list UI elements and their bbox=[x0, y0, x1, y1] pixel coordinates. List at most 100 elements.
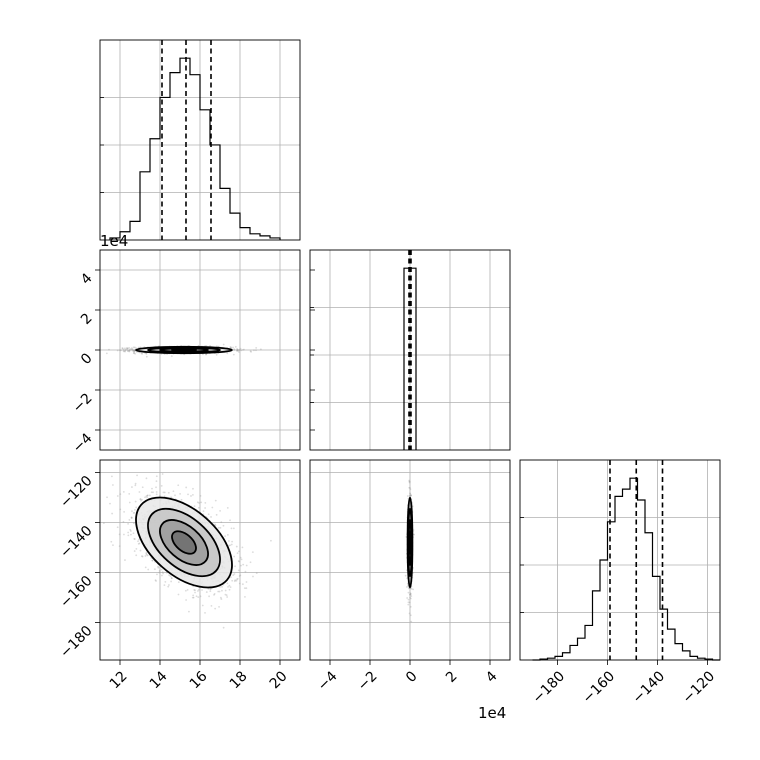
sample-point bbox=[154, 579, 157, 582]
sample-point bbox=[228, 588, 231, 591]
sample-point bbox=[229, 586, 232, 588]
sample-point bbox=[128, 349, 131, 352]
panel-frame bbox=[519, 459, 721, 661]
sample-point bbox=[234, 565, 236, 568]
sample-point bbox=[192, 487, 194, 490]
sample-point bbox=[138, 542, 141, 545]
sample-point bbox=[214, 499, 217, 502]
sample-point bbox=[167, 491, 170, 494]
sample-point bbox=[122, 490, 125, 493]
sample-point bbox=[255, 572, 258, 575]
sample-point bbox=[170, 577, 173, 580]
sample-point bbox=[135, 347, 137, 350]
sample-point bbox=[180, 498, 183, 501]
sample-point bbox=[167, 585, 170, 588]
sample-point bbox=[106, 496, 108, 499]
sample-point bbox=[129, 528, 132, 531]
sample-point bbox=[123, 533, 125, 536]
sample-point bbox=[236, 348, 239, 351]
sample-point bbox=[116, 526, 119, 529]
sample-point bbox=[408, 612, 411, 615]
sample-point bbox=[197, 506, 200, 509]
sample-point bbox=[172, 490, 175, 493]
sample-point bbox=[133, 550, 136, 552]
sample-point bbox=[157, 565, 159, 568]
histogram-panel bbox=[309, 249, 511, 451]
sample-point bbox=[409, 614, 412, 617]
x-tick-label: 18 bbox=[227, 668, 251, 692]
sample-point bbox=[145, 552, 148, 555]
sample-point bbox=[410, 494, 412, 497]
sample-point bbox=[237, 569, 240, 572]
sample-point bbox=[127, 534, 130, 537]
sample-point bbox=[133, 349, 135, 352]
sample-point bbox=[197, 596, 200, 598]
sample-point bbox=[137, 540, 139, 543]
sample-point bbox=[163, 584, 166, 587]
sample-point bbox=[238, 575, 241, 577]
sample-point bbox=[221, 585, 223, 588]
sample-point bbox=[255, 346, 258, 349]
sample-point bbox=[234, 579, 237, 582]
sample-point bbox=[406, 597, 409, 599]
sample-point bbox=[255, 349, 257, 352]
sample-point bbox=[145, 477, 148, 480]
sample-point bbox=[205, 591, 208, 593]
x-tick-label: 4 bbox=[483, 668, 501, 686]
sample-point bbox=[155, 493, 158, 496]
sample-point bbox=[127, 350, 129, 353]
sample-point bbox=[230, 576, 232, 579]
sample-point bbox=[134, 482, 137, 485]
sample-point bbox=[196, 501, 199, 504]
contour-line bbox=[147, 507, 221, 578]
y-tick-label: −180 bbox=[57, 623, 96, 662]
sample-point bbox=[245, 581, 248, 583]
sample-point bbox=[128, 350, 131, 353]
sample-point bbox=[194, 591, 196, 594]
sample-point bbox=[131, 349, 134, 352]
sample-point bbox=[236, 349, 239, 351]
sample-point bbox=[229, 544, 232, 547]
sample-point bbox=[195, 595, 198, 598]
sample-point bbox=[215, 513, 218, 516]
sample-point bbox=[128, 346, 131, 349]
sample-point bbox=[209, 588, 212, 591]
sample-point bbox=[169, 575, 172, 578]
sample-point bbox=[192, 594, 195, 597]
sample-point bbox=[407, 598, 410, 601]
sample-point bbox=[145, 551, 148, 554]
sample-point bbox=[133, 538, 136, 540]
sample-point bbox=[135, 547, 138, 550]
sample-point bbox=[125, 347, 128, 350]
x-tick-label: −140 bbox=[630, 668, 669, 707]
sample-point bbox=[404, 574, 407, 577]
x-tick-label: −160 bbox=[580, 668, 619, 707]
sample-point bbox=[226, 352, 229, 355]
sample-point bbox=[249, 561, 252, 564]
sample-point bbox=[225, 594, 228, 597]
sample-point bbox=[218, 590, 221, 593]
sample-point bbox=[199, 595, 202, 598]
sample-point bbox=[226, 506, 229, 509]
sample-point bbox=[270, 539, 272, 542]
sample-point bbox=[231, 579, 234, 582]
y-tick-label: 4 bbox=[78, 270, 96, 288]
sample-point bbox=[204, 507, 207, 509]
sample-point bbox=[408, 494, 411, 497]
sample-point bbox=[191, 493, 194, 496]
sample-point bbox=[226, 533, 229, 536]
sample-point bbox=[184, 589, 187, 592]
sample-point bbox=[236, 349, 239, 352]
sample-point bbox=[407, 603, 410, 606]
sample-point bbox=[408, 480, 411, 483]
y-tick-label: −4 bbox=[70, 430, 96, 456]
sample-point bbox=[155, 491, 158, 493]
sample-point bbox=[224, 589, 227, 592]
histogram-bars bbox=[109, 57, 281, 240]
sample-point bbox=[144, 496, 146, 499]
sample-point bbox=[116, 349, 119, 352]
sample-point bbox=[233, 555, 236, 558]
sample-point bbox=[121, 347, 124, 350]
sample-point bbox=[409, 592, 412, 595]
sample-point bbox=[133, 346, 136, 349]
